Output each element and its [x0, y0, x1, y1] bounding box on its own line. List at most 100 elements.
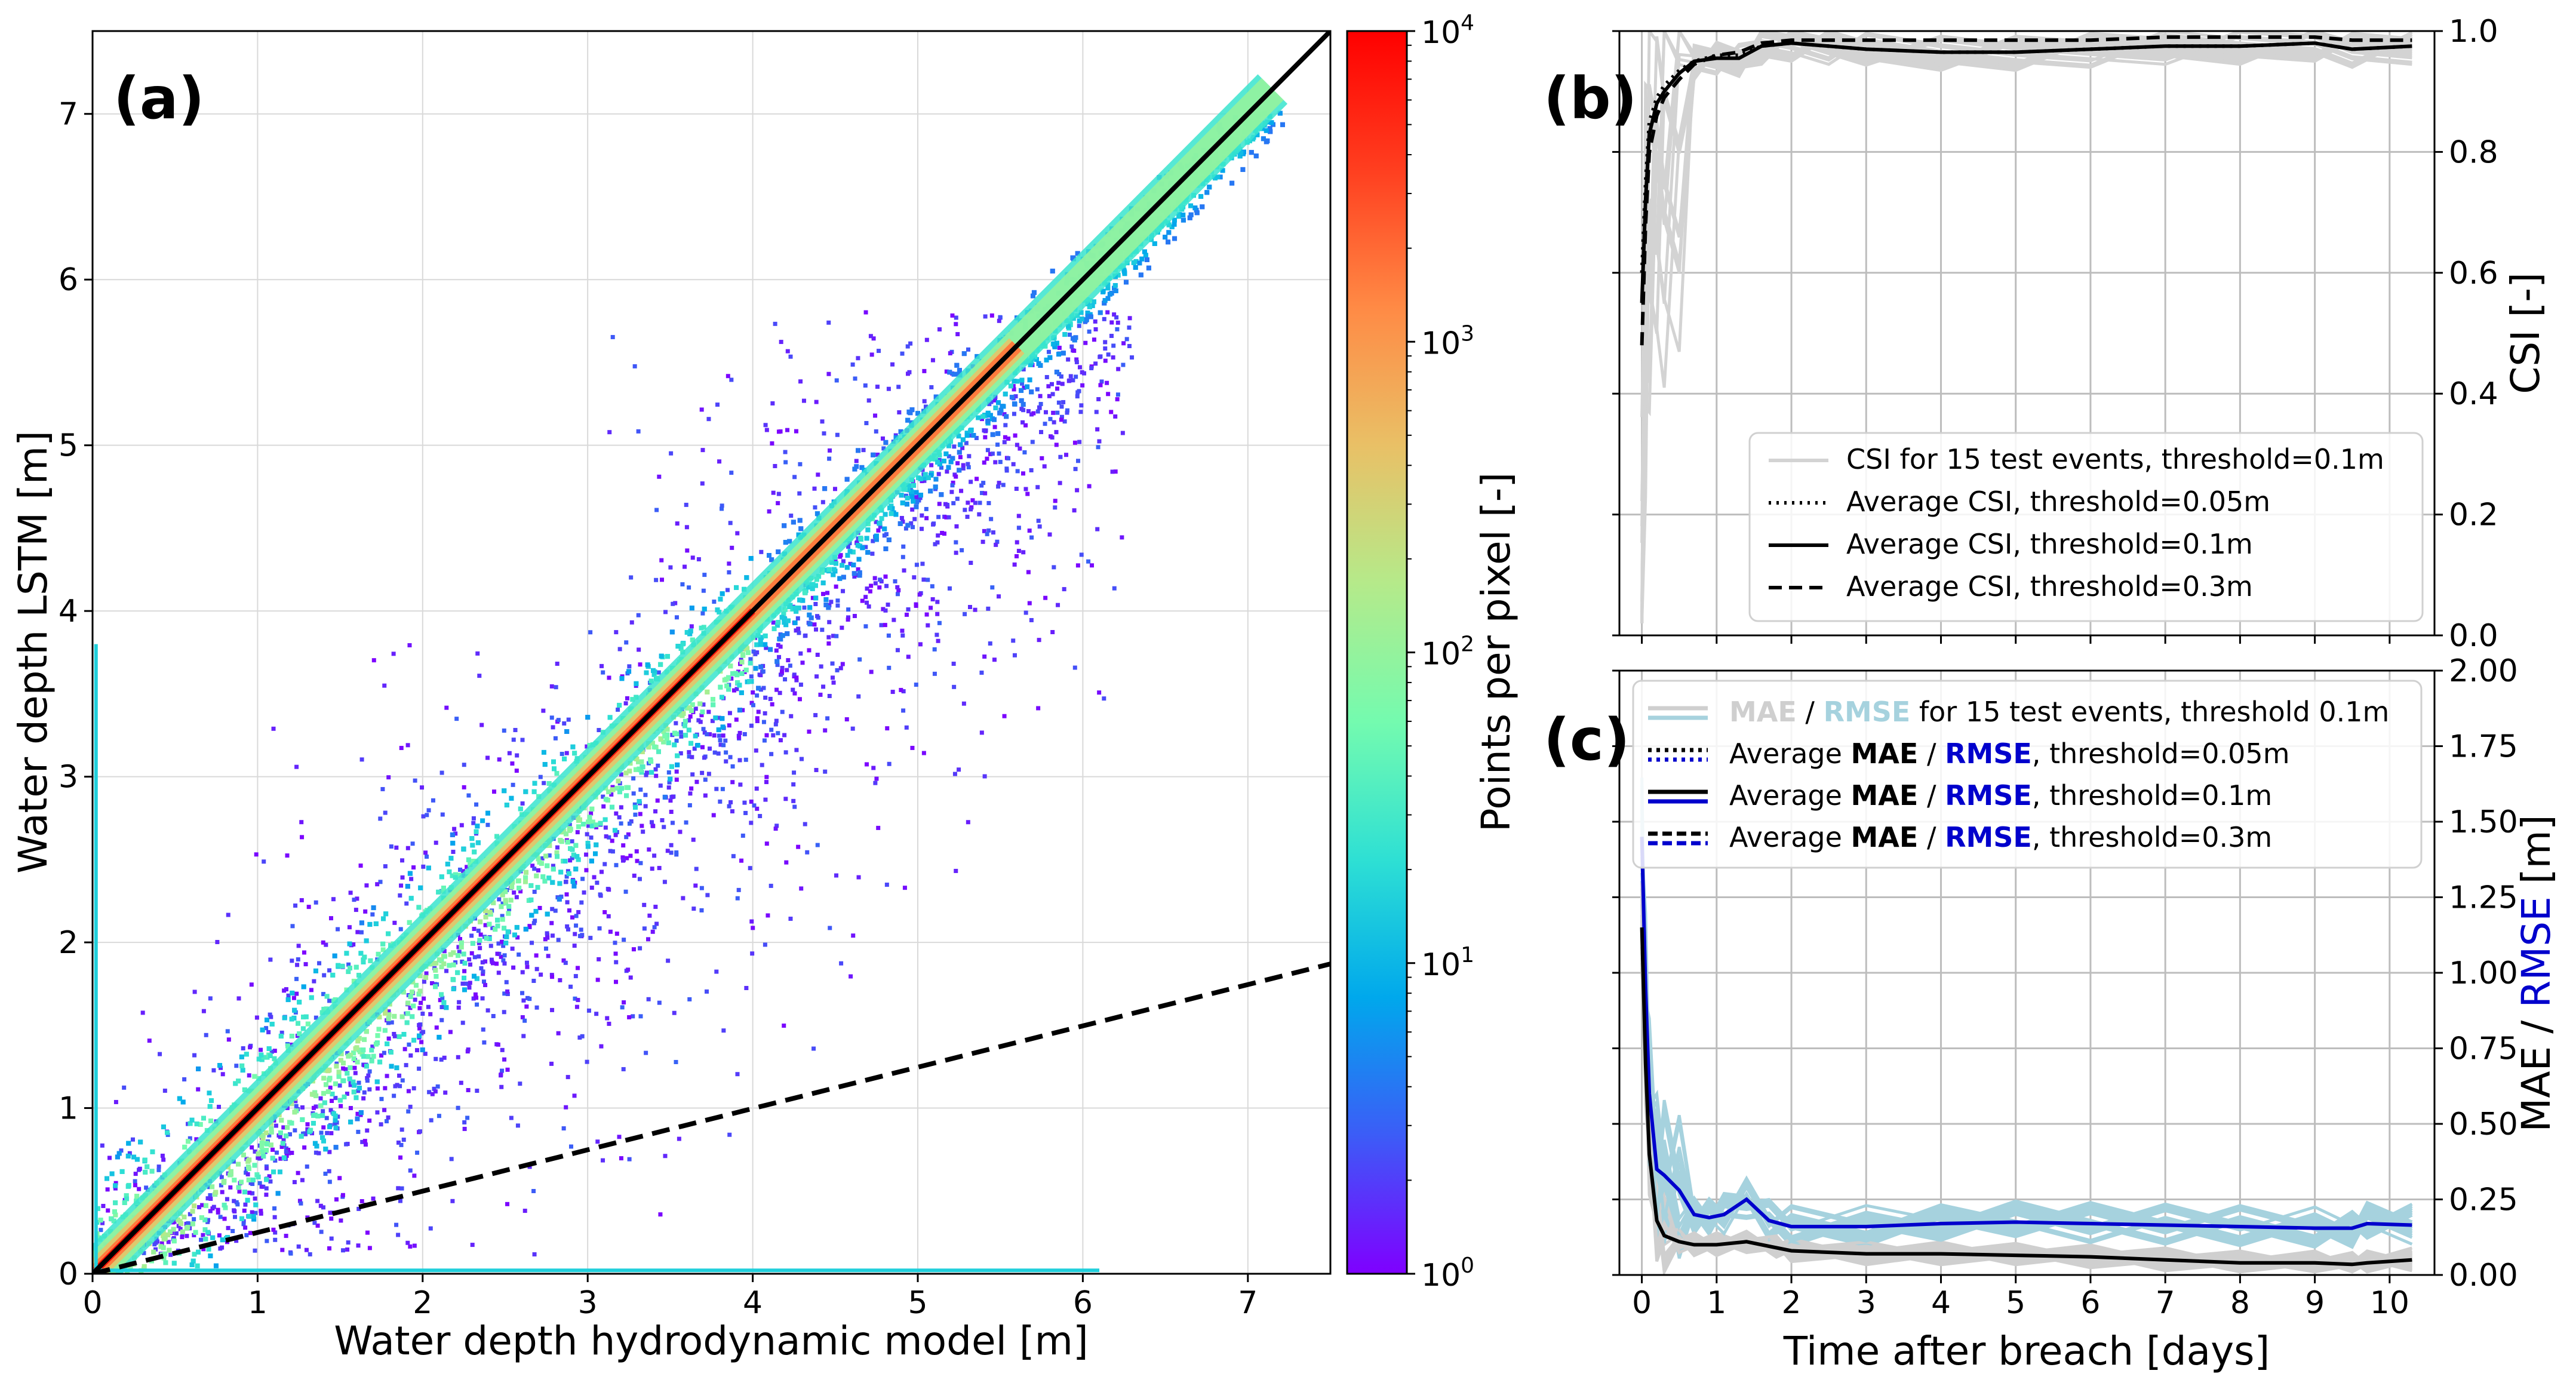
- density-pixel: [783, 797, 788, 801]
- density-pixel: [899, 515, 904, 520]
- density-pixel: [268, 1179, 273, 1184]
- density-pixel: [272, 1206, 277, 1211]
- density-pixel: [1071, 378, 1075, 383]
- density-pixel: [329, 1131, 334, 1136]
- density-pixel: [186, 1121, 190, 1126]
- density-pixel: [570, 839, 574, 844]
- density-pixel: [211, 1204, 216, 1209]
- density-pixel: [324, 942, 328, 947]
- density-pixel: [749, 674, 754, 679]
- density-pixel: [982, 528, 986, 533]
- density-pixel: [1068, 374, 1073, 379]
- density-pixel: [420, 785, 425, 790]
- density-pixel: [462, 1120, 467, 1124]
- density-pixel: [482, 979, 487, 984]
- density-pixel: [423, 975, 429, 980]
- density-pixel: [1097, 690, 1102, 695]
- density-pixel: [262, 859, 266, 864]
- density-pixel: [1072, 348, 1077, 353]
- density-pixel: [386, 1009, 391, 1014]
- density-pixel: [700, 709, 705, 715]
- density-pixel: [254, 852, 259, 857]
- density-pixel: [728, 755, 733, 760]
- density-pixel: [269, 1049, 274, 1054]
- density-pixel: [754, 748, 758, 753]
- density-pixel: [421, 1030, 426, 1034]
- density-pixel: [807, 648, 811, 653]
- density-pixel: [764, 780, 769, 785]
- density-pixel: [261, 1154, 266, 1159]
- density-pixel: [572, 751, 577, 756]
- density-pixel: [864, 421, 869, 426]
- density-pixel: [300, 1178, 305, 1182]
- density-pixel: [449, 1157, 454, 1161]
- density-pixel: [247, 1190, 252, 1195]
- density-pixel: [929, 463, 934, 468]
- density-pixel: [607, 887, 611, 892]
- density-pixel: [974, 435, 979, 440]
- density-pixel: [742, 732, 747, 736]
- density-pixel: [657, 1000, 662, 1005]
- density-pixel: [628, 853, 633, 858]
- density-pixel: [1038, 402, 1043, 407]
- density-pixel: [990, 585, 995, 590]
- density-pixel: [474, 995, 479, 1000]
- density-pixel: [1002, 440, 1007, 444]
- density-pixel: [328, 1108, 333, 1113]
- density-pixel: [458, 867, 463, 872]
- density-pixel: [466, 1087, 471, 1092]
- density-pixel: [280, 1247, 285, 1252]
- density-pixel: [878, 577, 883, 582]
- density-pixel: [565, 869, 570, 874]
- density-pixel: [597, 926, 602, 931]
- density-pixel: [243, 1225, 248, 1230]
- density-pixel: [536, 868, 540, 872]
- density-pixel: [693, 733, 698, 739]
- density-pixel: [601, 1158, 605, 1163]
- density-pixel: [1037, 638, 1041, 643]
- density-pixel: [328, 1085, 333, 1090]
- density-pixel: [309, 988, 313, 992]
- density-pixel: [367, 1069, 372, 1074]
- density-pixel: [921, 577, 926, 582]
- density-pixel: [1043, 410, 1048, 414]
- density-pixel: [1083, 340, 1088, 345]
- density-pixel: [380, 786, 385, 791]
- density-pixel: [1021, 550, 1026, 555]
- density-pixel: [935, 540, 940, 545]
- density-pixel: [820, 419, 825, 424]
- density-pixel: [1087, 484, 1092, 488]
- density-pixel: [606, 914, 611, 918]
- density-pixel: [989, 313, 994, 318]
- density-pixel: [367, 1087, 372, 1092]
- density-pixel: [275, 1191, 281, 1196]
- density-pixel: [666, 740, 671, 745]
- density-pixel: [756, 709, 761, 714]
- density-pixel: [100, 1221, 105, 1225]
- density-pixel: [900, 628, 905, 633]
- density-pixel: [582, 890, 586, 895]
- density-pixel: [363, 909, 368, 914]
- density-pixel: [882, 533, 887, 538]
- density-pixel: [783, 450, 788, 454]
- density-pixel: [857, 573, 862, 578]
- density-pixel: [133, 1183, 138, 1188]
- density-pixel: [616, 778, 621, 783]
- density-pixel: [1102, 300, 1107, 306]
- density-pixel: [549, 715, 554, 720]
- density-pixel: [417, 1023, 422, 1028]
- density-pixel: [422, 996, 426, 1001]
- density-pixel: [306, 905, 311, 909]
- density-pixel: [1091, 299, 1096, 305]
- density-pixel: [1043, 422, 1047, 426]
- density-pixel: [481, 972, 485, 976]
- density-pixel: [652, 925, 657, 930]
- density-pixel: [456, 1005, 461, 1010]
- density-pixel: [208, 1098, 214, 1103]
- density-pixel: [795, 616, 800, 621]
- density-pixel: [555, 661, 560, 666]
- density-pixel: [321, 1006, 327, 1012]
- density-pixel: [300, 835, 305, 840]
- density-pixel: [407, 643, 412, 648]
- density-pixel: [385, 1074, 389, 1078]
